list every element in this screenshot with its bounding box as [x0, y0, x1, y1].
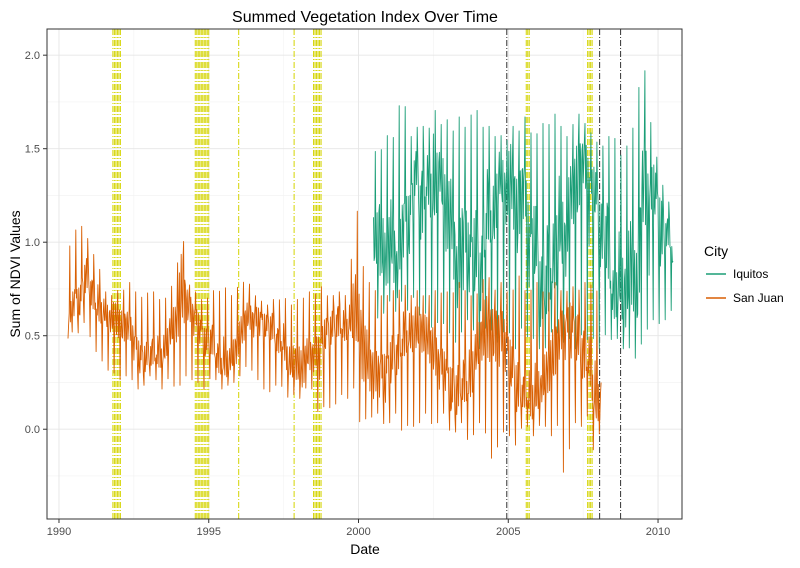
y-tick-label: 1.0	[25, 237, 40, 249]
x-tick-label: 2010	[646, 526, 670, 538]
y-tick-label: 0.0	[25, 424, 40, 436]
x-tick-label: 1990	[47, 526, 71, 538]
x-tick-label: 2000	[346, 526, 370, 538]
chart-title: Summed Vegetation Index Over Time	[232, 9, 498, 26]
panel-border	[46, 28, 683, 520]
y-tick-label: 2.0	[25, 50, 40, 62]
series-layer	[67, 70, 674, 473]
series-line-san-juan	[67, 210, 602, 473]
series-line-iquitos	[373, 70, 674, 359]
y-tick-label: 0.5	[25, 331, 40, 343]
x-tick-label: 1995	[197, 526, 221, 538]
x-tick-label: 2005	[496, 526, 520, 538]
legend-label-san-juan: San Juan	[733, 291, 784, 305]
y-tick-label: 1.5	[25, 144, 40, 156]
legend-title: City	[704, 243, 728, 259]
y-axis-label: Sum of NDVI Values	[7, 210, 23, 337]
legend-label-iquitos: Iquitos	[733, 267, 768, 281]
reference-lines-layer	[112, 29, 622, 519]
legend: City Iquitos San Juan	[704, 243, 784, 305]
x-axis-label: Date	[350, 541, 380, 557]
axis-layer: 1990 1995 2000 2005 2010 0.0 0.5 1.0 1.5 2.0	[25, 50, 671, 538]
